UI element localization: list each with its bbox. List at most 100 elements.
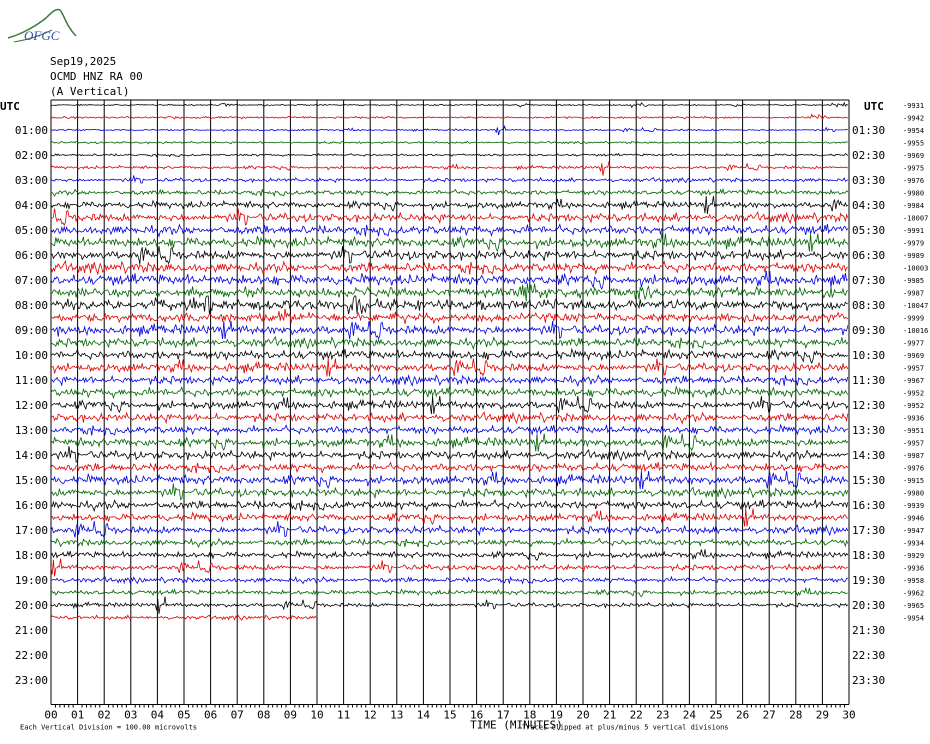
trace-line [50, 575, 848, 585]
trace-offset-label: -9984 [903, 202, 924, 210]
trace-line [50, 614, 317, 621]
left-hour-label: 16:00 [15, 499, 48, 512]
trace-line [50, 508, 848, 527]
left-hour-label: 12:00 [15, 399, 48, 412]
x-tick-label: 30 [842, 709, 855, 722]
trace-line [50, 308, 849, 325]
clipping-note: Traces clipped at plus/minus 5 vertical … [522, 724, 729, 732]
right-hour-label: 02:30 [852, 149, 885, 162]
trace-line [50, 223, 849, 238]
x-tick-label: 12 [364, 709, 377, 722]
x-tick-label: 23 [656, 709, 669, 722]
trace-line [50, 320, 849, 340]
trace-offset-label: -9947 [903, 527, 924, 535]
x-tick-label: 14 [417, 709, 431, 722]
trace-line [50, 558, 848, 577]
trace-line [50, 358, 849, 377]
trace-offset-label: -9957 [903, 440, 924, 448]
x-tick-label: 03 [124, 709, 137, 722]
right-hour-label: 07:30 [852, 274, 885, 287]
right-hour-label: 21:30 [852, 624, 885, 637]
trace-line [50, 101, 848, 109]
trace-line [50, 395, 849, 415]
left-hour-label: 06:00 [15, 249, 48, 262]
trace-line [50, 187, 849, 198]
station-code: OCMD HNZ RA 00 [50, 70, 143, 83]
component-label: (A Vertical) [50, 85, 130, 98]
trace-line [50, 175, 849, 184]
right-hour-label: 01:30 [852, 124, 885, 137]
right-hour-label: 13:30 [852, 424, 885, 437]
x-tick-label: 16 [470, 709, 483, 722]
seismic-traces [50, 101, 849, 621]
trace-offset-label: -10007 [903, 215, 928, 223]
left-hour-label: 17:00 [15, 524, 48, 537]
right-hour-label: 17:30 [852, 524, 885, 537]
record-date: Sep19,2025 [50, 55, 117, 68]
vertical-scale-note: Each Vertical Division = 100.00 microvol… [20, 724, 197, 732]
trace-offset-label: -9985 [903, 277, 924, 285]
right-hour-label: 19:30 [852, 574, 885, 587]
trace-line [50, 335, 849, 351]
x-tick-label: 10 [310, 709, 323, 722]
trace-offset-label: -9958 [903, 577, 924, 585]
trace-offset-label: -9989 [903, 252, 924, 260]
trace-line [50, 433, 849, 452]
axis-labels: UTC UTC 01:00 02:00 03:00 04:00 05:00 06:00 07:0… [0, 100, 928, 732]
left-hour-label: 05:00 [15, 224, 48, 237]
ofgc-logo: OFGC [7, 8, 77, 43]
left-hour-label: 22:00 [15, 649, 48, 662]
trace-line [50, 461, 849, 474]
trace-line [50, 549, 849, 562]
right-axis-title: UTC [864, 100, 884, 113]
trace-offset-label: -9936 [903, 565, 924, 573]
trace-line [50, 373, 849, 388]
x-tick-label: 24 [683, 709, 697, 722]
trace-offset-label: -9951 [903, 427, 924, 435]
trace-offset-label: -9979 [903, 240, 924, 248]
trace-line [50, 295, 849, 315]
trace-line [50, 161, 849, 176]
left-hour-label: 20:00 [15, 599, 48, 612]
left-hour-label: 01:00 [15, 124, 48, 137]
left-hour-label: 13:00 [15, 424, 48, 437]
x-tick-label: 26 [736, 709, 749, 722]
trace-offset-label: -9957 [903, 365, 924, 373]
right-hour-label: 11:30 [852, 374, 885, 387]
right-hour-label: 09:30 [852, 324, 885, 337]
x-tick-label: 13 [390, 709, 403, 722]
trace-offset-label: -9965 [903, 602, 924, 610]
trace-offset-label: -9942 [903, 115, 924, 123]
left-hour-label: 08:00 [15, 299, 48, 312]
trace-line [50, 152, 849, 158]
trace-offset-label: -9977 [903, 340, 924, 348]
trace-offset-label: -9975 [903, 165, 924, 173]
trace-line [50, 385, 849, 400]
trace-offset-label: -9934 [903, 540, 924, 548]
trace-offset-label: -9969 [903, 152, 924, 160]
left-hour-label: 15:00 [15, 474, 48, 487]
left-hour-label: 07:00 [15, 274, 48, 287]
trace-line [50, 596, 849, 615]
x-tick-label: 02 [98, 709, 111, 722]
left-hour-label: 11:00 [15, 374, 48, 387]
trace-offset-label: -10047 [903, 302, 928, 310]
right-hour-label: 14:30 [852, 449, 885, 462]
x-tick-label: 05 [177, 709, 190, 722]
trace-offset-label: -9929 [903, 552, 924, 560]
trace-line [50, 411, 849, 425]
trace-offset-label: -9955 [903, 140, 924, 148]
right-hour-label: 18:30 [852, 549, 885, 562]
x-tick-label: 07 [231, 709, 244, 722]
x-tick-label: 19 [550, 709, 563, 722]
trace-line [50, 586, 848, 598]
trace-line [50, 195, 849, 215]
left-hour-label: 04:00 [15, 199, 48, 212]
trace-line [50, 537, 849, 549]
left-hour-label: 02:00 [15, 149, 48, 162]
trace-offset-label: -9952 [903, 402, 924, 410]
trace-line [50, 260, 848, 276]
left-hour-label: 21:00 [15, 624, 48, 637]
trace-line [50, 470, 849, 490]
